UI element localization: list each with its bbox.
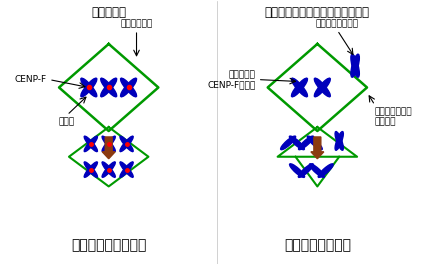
Text: カルシウムイオンが欠乏した細胞: カルシウムイオンが欠乏した細胞 — [264, 6, 369, 19]
Ellipse shape — [306, 136, 322, 150]
Ellipse shape — [120, 136, 133, 152]
Ellipse shape — [102, 162, 115, 177]
Ellipse shape — [102, 162, 115, 177]
Ellipse shape — [298, 164, 312, 177]
Ellipse shape — [120, 78, 136, 97]
Ellipse shape — [81, 78, 97, 97]
Text: 動原体微小管の
不安定化: 動原体微小管の 不安定化 — [374, 107, 412, 127]
Ellipse shape — [350, 54, 358, 77]
Ellipse shape — [318, 164, 332, 177]
Ellipse shape — [291, 78, 307, 97]
FancyArrow shape — [102, 137, 115, 159]
Ellipse shape — [350, 54, 358, 77]
Ellipse shape — [298, 136, 313, 150]
Ellipse shape — [84, 136, 97, 152]
Ellipse shape — [291, 78, 307, 97]
Ellipse shape — [102, 136, 115, 152]
Ellipse shape — [314, 78, 329, 97]
Text: 動原体から
CENP-Fが消失: 動原体から CENP-Fが消失 — [207, 70, 255, 89]
Ellipse shape — [334, 132, 342, 150]
Text: ゲノムの不安定化: ゲノムの不安定化 — [283, 238, 350, 252]
Text: 均等なゲノムの分配: 均等なゲノムの分配 — [71, 238, 146, 252]
Ellipse shape — [314, 78, 329, 97]
Ellipse shape — [84, 136, 97, 152]
Ellipse shape — [120, 162, 133, 177]
Ellipse shape — [309, 164, 324, 177]
Text: CENP-F: CENP-F — [15, 75, 47, 84]
Ellipse shape — [84, 162, 97, 177]
Text: 染色体の整列異常: 染色体の整列異常 — [315, 19, 358, 28]
Ellipse shape — [120, 162, 133, 177]
Ellipse shape — [102, 136, 115, 152]
Text: 正常な細胞: 正常な細胞 — [91, 6, 126, 19]
Ellipse shape — [100, 78, 116, 97]
Ellipse shape — [84, 162, 97, 177]
Ellipse shape — [289, 136, 304, 150]
Ellipse shape — [100, 78, 116, 97]
FancyArrow shape — [310, 137, 323, 159]
Ellipse shape — [334, 132, 342, 150]
Ellipse shape — [81, 78, 97, 97]
Ellipse shape — [289, 164, 304, 177]
Text: 染色体: 染色体 — [59, 117, 75, 126]
Text: 動原体微小管: 動原体微小管 — [120, 19, 152, 28]
Ellipse shape — [120, 78, 136, 97]
Ellipse shape — [120, 136, 133, 152]
Ellipse shape — [280, 136, 295, 150]
